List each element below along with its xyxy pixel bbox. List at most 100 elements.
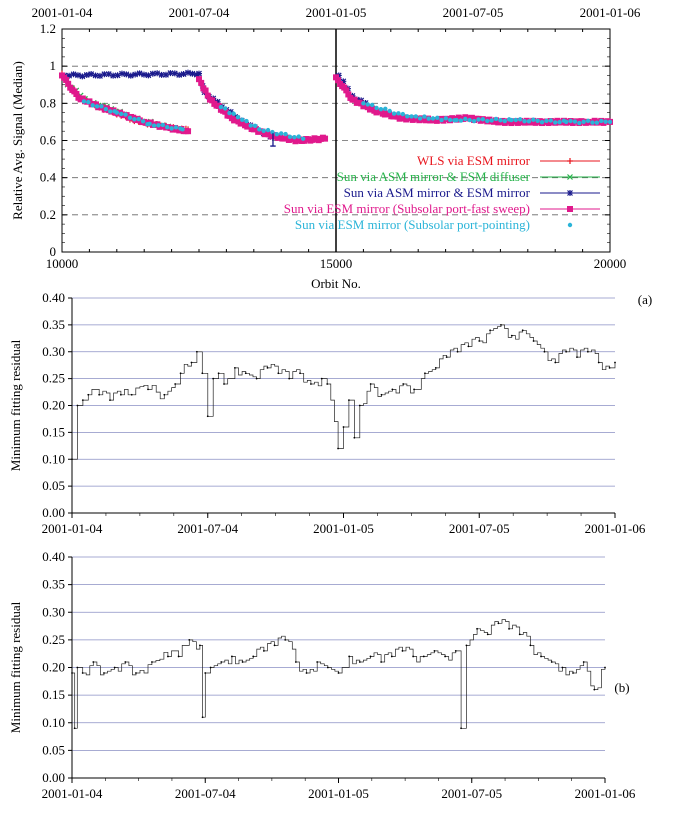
data-point [502, 118, 507, 124]
data-point [130, 393, 133, 396]
data-point [522, 119, 527, 124]
data-point [83, 71, 90, 78]
data-point [463, 116, 468, 122]
data-point [572, 119, 578, 124]
data-point [156, 123, 161, 128]
data-point [252, 655, 255, 658]
data-point [244, 118, 249, 124]
data-point [180, 127, 185, 132]
data-point [135, 672, 137, 674]
data-point [171, 70, 178, 77]
data-point [193, 71, 200, 78]
x-tick-label-panel2: 2001-07-05 [449, 521, 510, 536]
y-tick-label-panel2: 0.30 [42, 344, 65, 359]
data-point [147, 388, 149, 391]
y-tick-label-panel2: 0.10 [42, 451, 65, 466]
y-tick-label-panel1: 0.4 [40, 170, 57, 185]
top-date-label: 2001-01-04 [32, 5, 93, 20]
data-point [590, 120, 595, 125]
data-point [439, 117, 444, 123]
data-point [433, 650, 436, 652]
y-tick-label-panel3: 0.40 [42, 549, 65, 564]
data-point [387, 108, 392, 114]
data-point [369, 383, 372, 385]
data-point [405, 114, 410, 119]
data-point [73, 727, 76, 730]
data-point [553, 120, 558, 125]
y-tick-label-panel2: 0.05 [42, 478, 65, 493]
data-point [518, 633, 521, 636]
data-point [465, 644, 468, 647]
data-point [198, 79, 205, 86]
data-point [90, 103, 95, 108]
data-point [288, 377, 291, 380]
data-point [81, 399, 84, 402]
data-point [608, 366, 611, 369]
data-point [426, 116, 431, 121]
data-point [454, 650, 457, 652]
data-point [597, 361, 600, 364]
x-axis-title-panel1: Orbit No. [311, 276, 361, 291]
y-tick-label-panel2: 0.25 [42, 371, 65, 386]
data-point [202, 87, 209, 94]
data-point [71, 672, 73, 674]
data-point [412, 655, 415, 658]
data-point [513, 117, 518, 123]
data-point [337, 672, 340, 674]
data-point [114, 110, 120, 115]
x-tick-label-panel3: 2001-01-04 [42, 786, 103, 801]
data-point [400, 111, 406, 117]
data-point [417, 116, 423, 121]
data-point [380, 393, 383, 396]
data-point [201, 716, 204, 719]
data-point [604, 666, 606, 669]
y-axis-title-panel1: Relative Avg. Signal (Median) [10, 61, 25, 220]
data-point [510, 334, 513, 337]
x-tick-label-panel2: 2001-07-04 [177, 521, 238, 536]
legend-label: Sun via ESM mirror (Subsolar port-pointi… [295, 217, 530, 232]
data-point [284, 638, 287, 641]
data-point [151, 123, 157, 128]
data-point [136, 70, 143, 77]
data-point [190, 361, 193, 364]
data-point [498, 118, 503, 123]
data-point [539, 120, 545, 125]
data-point [497, 622, 500, 625]
data-point [544, 118, 549, 124]
data-point [227, 110, 232, 116]
y-tick-label-panel1: 0.2 [40, 207, 56, 222]
data-point [554, 361, 557, 364]
data-point [199, 644, 201, 647]
data-point [365, 102, 370, 107]
x-tick-label-panel2: 2001-01-06 [585, 521, 646, 536]
data-point [167, 70, 174, 77]
legend-marker [567, 222, 573, 228]
y-axis-title-panel2: Minimum fitting residual [8, 339, 23, 471]
y-tick-label-panel1: 1.2 [40, 21, 56, 36]
data-point [445, 356, 448, 359]
data-point [277, 372, 280, 375]
data-point [500, 323, 502, 326]
data-point [132, 117, 137, 122]
top-date-label: 2001-01-06 [580, 5, 641, 20]
data-point [476, 627, 478, 630]
data-point [480, 117, 486, 122]
data-point [458, 118, 464, 123]
data-point [599, 118, 604, 124]
data-point [255, 377, 258, 380]
data-point [222, 106, 228, 111]
data-point [548, 118, 554, 123]
data-point [201, 372, 204, 375]
data-point [103, 672, 105, 674]
y-tick-label-panel3: 0.00 [42, 770, 65, 785]
x-tick-label-panel3: 2001-01-06 [575, 786, 636, 801]
data-point [348, 655, 351, 658]
data-point [167, 655, 169, 658]
data-point [489, 118, 494, 123]
data-point [435, 115, 440, 121]
data-point [529, 644, 532, 647]
data-point [305, 672, 308, 674]
data-point [582, 661, 585, 663]
data-point [188, 638, 191, 641]
data-point [223, 383, 225, 385]
